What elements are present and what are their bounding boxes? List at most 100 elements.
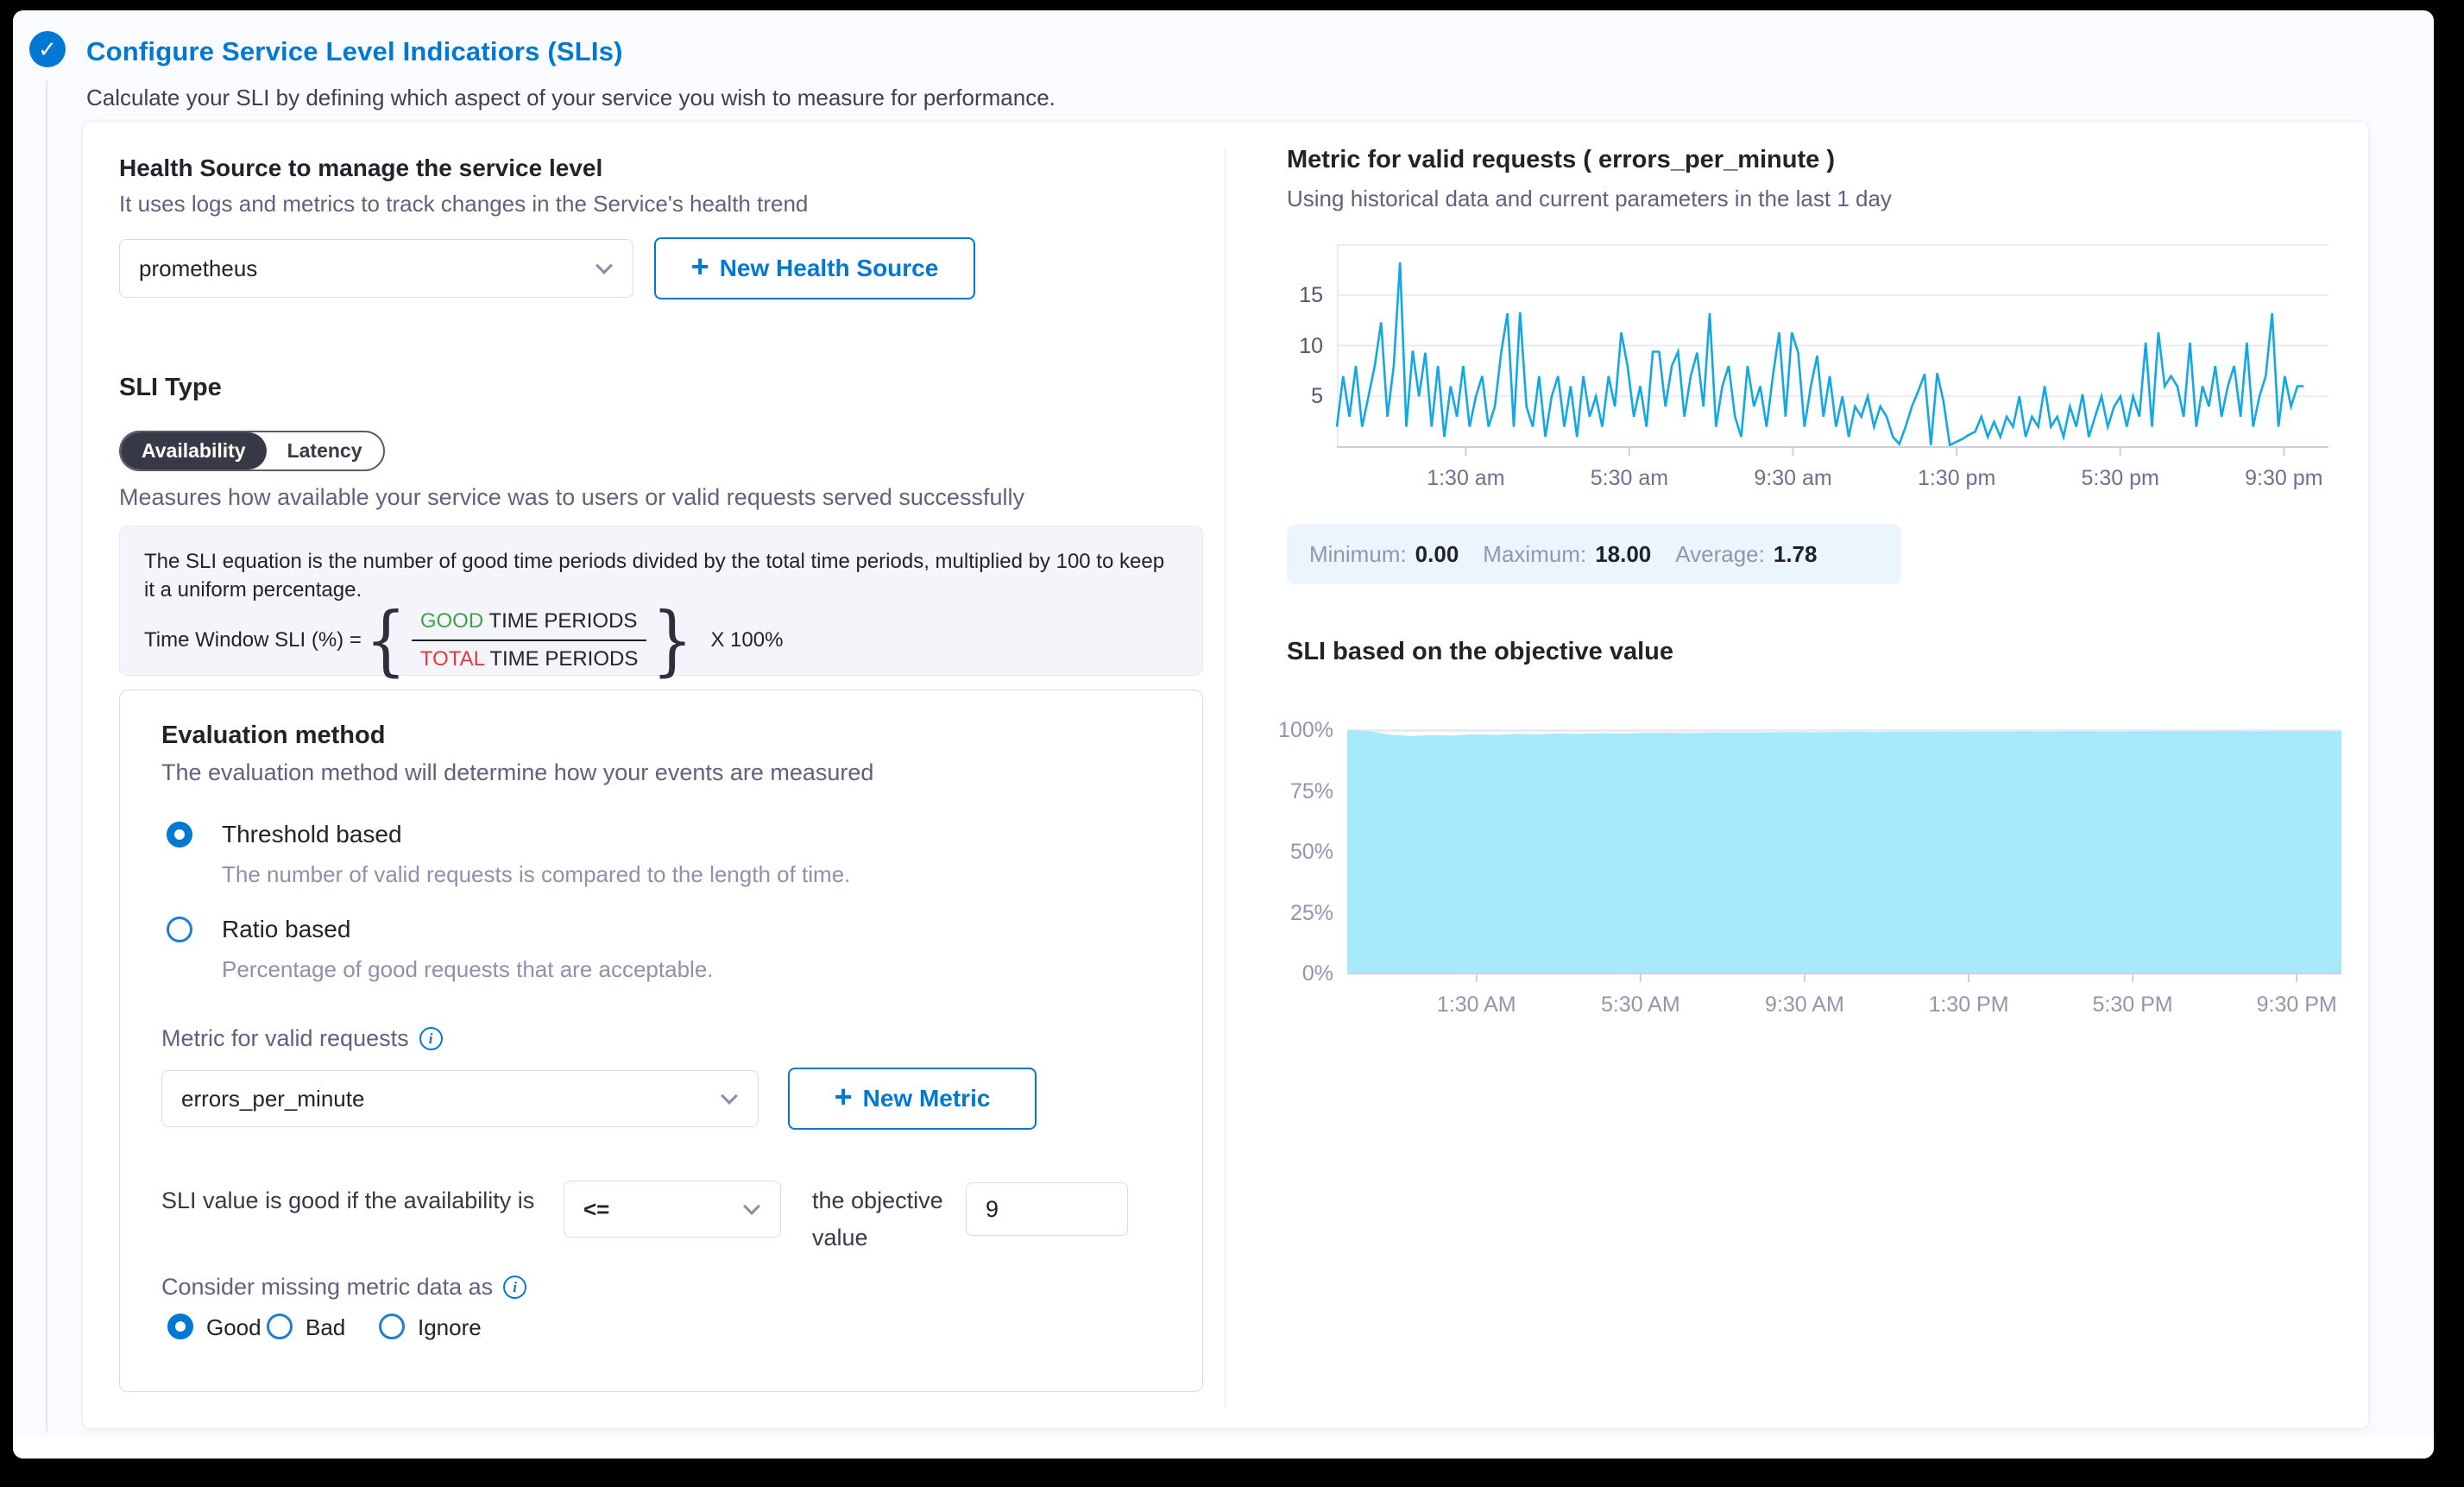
threshold-based-description: The number of valid requests is compared… bbox=[222, 861, 851, 887]
equation-right-brace: } bbox=[652, 595, 694, 685]
info-icon[interactable]: i bbox=[503, 1276, 527, 1299]
chart-canvas bbox=[1335, 244, 2329, 456]
x-tick-label: 9:30 PM bbox=[2256, 992, 2337, 1017]
stat-minimum-label: Minimum: bbox=[1309, 540, 1407, 567]
sli-type-option-latency[interactable]: Latency bbox=[287, 439, 362, 462]
sli-type-description: Measures how available your service was … bbox=[119, 484, 1024, 510]
new-metric-label: New Metric bbox=[862, 1085, 991, 1112]
equation-fraction: GOOD TIME PERIODS TOTAL TIME PERIODS bbox=[411, 609, 647, 671]
equation-intro: The SLI equation is the number of good t… bbox=[144, 550, 1165, 602]
x-tick-label: 9:30 pm bbox=[2245, 466, 2323, 490]
sli-type-option-availability[interactable]: Availability bbox=[121, 432, 267, 469]
x-tick-label: 9:30 am bbox=[1754, 466, 1832, 490]
x-tick-label: 5:30 PM bbox=[2092, 992, 2173, 1017]
stat-average: Average: 1.78 bbox=[1675, 541, 1817, 568]
equation-left-brace: { bbox=[365, 595, 406, 685]
equation-rhs: X 100% bbox=[710, 628, 784, 652]
new-health-source-button[interactable]: + New Health Source bbox=[654, 237, 975, 299]
stat-maximum-value: 18.00 bbox=[1595, 540, 1652, 567]
chevron-down-icon bbox=[596, 257, 613, 274]
x-tick-label: 5:30 pm bbox=[2081, 466, 2159, 490]
metric-series-line bbox=[1335, 262, 2304, 447]
x-tick-label: 1:30 pm bbox=[1917, 466, 1996, 490]
operator-selected-value: <= bbox=[583, 1195, 610, 1222]
health-source-description: It uses logs and metrics to track change… bbox=[119, 191, 809, 217]
y-tick-label: 25% bbox=[1289, 900, 1333, 925]
threshold-based-radio[interactable] bbox=[167, 822, 192, 847]
metric-chart: 1:30 am 5:30 am 9:30 am 1:30 pm 5:30 pm 9:30 … bbox=[1299, 244, 2329, 490]
missing-data-label: Consider missing metric data as bbox=[161, 1274, 494, 1300]
footer-strip bbox=[13, 1437, 2434, 1459]
y-tick-label: 75% bbox=[1289, 778, 1333, 803]
new-health-source-label: New Health Source bbox=[719, 255, 939, 281]
plus-icon: + bbox=[690, 249, 709, 284]
total-label: TOTAL bbox=[419, 647, 485, 671]
y-tick-label: 100% bbox=[1278, 718, 1333, 742]
x-tick-label: 1:30 am bbox=[1427, 466, 1505, 490]
equation-numerator: GOOD TIME PERIODS bbox=[411, 609, 647, 642]
sli-config-card: Health Source to manage the service leve… bbox=[82, 121, 2369, 1429]
equation-formula: Time Window SLI (%) = { GOOD TIME PERIOD… bbox=[144, 595, 1178, 685]
missing-good-radio[interactable] bbox=[167, 1314, 193, 1339]
x-tick-label: 1:30 AM bbox=[1436, 992, 1516, 1017]
metric-select[interactable]: errors_per_minute bbox=[161, 1070, 759, 1127]
sli-series-area bbox=[1347, 730, 2341, 973]
missing-ignore-radio[interactable] bbox=[379, 1314, 405, 1339]
numerator-rest: TIME PERIODS bbox=[483, 609, 638, 633]
y-tick-label: 50% bbox=[1289, 840, 1333, 864]
stat-minimum-value: 0.00 bbox=[1415, 540, 1459, 567]
new-metric-button[interactable]: + New Metric bbox=[788, 1068, 1037, 1130]
check-icon: ✓ bbox=[38, 35, 57, 62]
stat-maximum: Maximum: 18.00 bbox=[1483, 541, 1651, 568]
app-window: ✓ Configure Service Level Indicatiors (S… bbox=[13, 10, 2434, 1459]
step-complete-check-icon: ✓ bbox=[29, 31, 66, 67]
evaluation-method-title: Evaluation method bbox=[161, 721, 386, 749]
panel-divider bbox=[1225, 148, 1226, 1408]
missing-bad-radio[interactable] bbox=[267, 1314, 293, 1339]
sli-condition-prefix: SLI value is good if the availability is bbox=[161, 1188, 535, 1213]
metric-stats-bar: Minimum: 0.00 Maximum: 18.00 Average: 1.… bbox=[1287, 524, 1901, 584]
missing-ignore-label[interactable]: Ignore bbox=[418, 1314, 482, 1340]
objective-value-input[interactable] bbox=[966, 1182, 1128, 1236]
equation-denominator: TOTAL TIME PERIODS bbox=[412, 641, 647, 671]
chart-canvas bbox=[1347, 729, 2341, 982]
metric-chart-title: Metric for valid requests ( errors_per_m… bbox=[1287, 146, 1835, 173]
wizard-step-line bbox=[46, 79, 47, 1433]
evaluation-method-subtitle: The evaluation method will determine how… bbox=[161, 759, 874, 785]
health-source-select[interactable]: prometheus bbox=[119, 239, 633, 298]
sli-condition-middle: the objective value bbox=[812, 1188, 943, 1251]
x-tick-label: 5:30 AM bbox=[1600, 992, 1680, 1017]
threshold-based-label[interactable]: Threshold based bbox=[222, 821, 402, 847]
info-icon[interactable]: i bbox=[419, 1027, 443, 1050]
metric-chart-subtitle: Using historical data and current parame… bbox=[1287, 186, 1892, 211]
operator-select[interactable]: <= bbox=[564, 1181, 781, 1238]
y-tick-label: 10 bbox=[1299, 333, 1323, 358]
sli-chart: 1:30 AM 5:30 AM 9:30 AM 1:30 PM 5:30 PM 9:30 … bbox=[1278, 718, 2341, 1017]
x-tick-label: 1:30 PM bbox=[1928, 992, 2009, 1017]
sli-chart-title: SLI based on the objective value bbox=[1287, 638, 1674, 665]
stat-minimum: Minimum: 0.00 bbox=[1309, 541, 1459, 568]
sli-equation-box: The SLI equation is the number of good t… bbox=[119, 526, 1203, 685]
stat-average-label: Average: bbox=[1675, 540, 1765, 567]
sli-type-title: SLI Type bbox=[119, 374, 222, 401]
health-source-selected-value: prometheus bbox=[139, 255, 258, 281]
missing-good-label[interactable]: Good bbox=[206, 1314, 262, 1340]
good-label: GOOD bbox=[419, 609, 484, 633]
missing-bad-label[interactable]: Bad bbox=[306, 1314, 346, 1340]
evaluation-box: Evaluation method The evaluation method … bbox=[119, 690, 1203, 1392]
y-tick-label: 0% bbox=[1301, 961, 1333, 986]
missing-data-label-row: Consider missing metric data as i bbox=[161, 1274, 527, 1301]
plus-icon: + bbox=[834, 1079, 853, 1114]
stat-maximum-label: Maximum: bbox=[1483, 540, 1587, 567]
metric-valid-requests-label-row: Metric for valid requests i bbox=[161, 1025, 443, 1052]
x-tick-label: 9:30 AM bbox=[1765, 992, 1844, 1017]
ratio-based-label[interactable]: Ratio based bbox=[222, 916, 351, 942]
ratio-based-radio[interactable] bbox=[167, 917, 192, 942]
equation-lhs: Time Window SLI (%) = bbox=[144, 628, 362, 652]
denominator-rest: TIME PERIODS bbox=[484, 647, 639, 671]
stat-average-value: 1.78 bbox=[1773, 540, 1818, 567]
page-subtitle: Calculate your SLI by defining which asp… bbox=[86, 85, 1056, 110]
y-tick-label: 5 bbox=[1311, 384, 1323, 409]
ratio-based-description: Percentage of good requests that are acc… bbox=[222, 956, 714, 982]
page-title: Configure Service Level Indicatiors (SLI… bbox=[86, 36, 623, 66]
